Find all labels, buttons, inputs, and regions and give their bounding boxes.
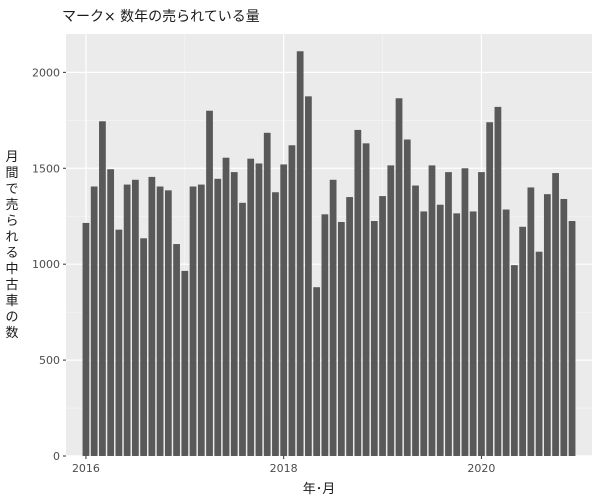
bar [272, 192, 279, 456]
y-tick-label: 500 [39, 354, 60, 367]
bar [502, 209, 510, 456]
bar [387, 165, 395, 457]
bar [511, 265, 518, 456]
bar [140, 238, 147, 456]
bar [395, 98, 403, 456]
bar [131, 179, 139, 457]
bar [173, 244, 180, 456]
chart-title: マーク× 数年の売られている量 [62, 9, 260, 25]
bar [494, 106, 502, 457]
bar [313, 287, 321, 456]
bar [280, 164, 288, 456]
bar [543, 194, 551, 456]
bar [189, 186, 197, 456]
x-axis-label: 年･月 [302, 482, 336, 497]
bar [321, 214, 329, 456]
bar [535, 251, 543, 456]
bar [346, 197, 353, 456]
bar [214, 178, 222, 456]
bar [107, 169, 115, 456]
bar [519, 226, 527, 456]
x-tick-label: 2020 [467, 462, 495, 475]
y-axis-label: 月間で売られる中古車の数 [5, 150, 19, 341]
bar [527, 187, 535, 457]
bar [436, 204, 444, 456]
bar [445, 172, 452, 457]
bars [82, 51, 576, 457]
bar [296, 51, 304, 456]
bar [469, 211, 477, 456]
bar [362, 143, 370, 456]
bar [354, 129, 362, 456]
x-tick-label: 2018 [270, 462, 298, 475]
bar [486, 122, 494, 457]
y-tick-label: 0 [53, 450, 60, 463]
bar [403, 139, 411, 456]
bar [370, 221, 378, 456]
bar [82, 222, 90, 456]
bar [255, 163, 263, 456]
bar [379, 196, 386, 456]
bar [560, 198, 568, 457]
bar [206, 110, 213, 457]
bar [230, 172, 238, 457]
bar [123, 184, 131, 456]
bar [164, 190, 172, 456]
y-tick-label: 1500 [32, 162, 60, 175]
bar [247, 158, 255, 456]
y-tick-label: 2000 [32, 66, 60, 79]
bar [412, 185, 419, 456]
bar [148, 176, 156, 456]
bar [568, 221, 576, 456]
y-tick-label: 1000 [32, 258, 60, 271]
bar [552, 173, 559, 456]
bar [115, 229, 123, 456]
bar [453, 213, 461, 456]
bar [222, 157, 230, 457]
bar [420, 211, 428, 456]
bar [197, 184, 205, 456]
bar [478, 172, 485, 457]
axes: 0 500 1000 1500 2000 2016 2018 2020 [32, 66, 495, 475]
bar [181, 270, 189, 456]
bar [288, 145, 296, 456]
x-tick-label: 2016 [72, 462, 100, 475]
bar [305, 96, 312, 456]
bar [428, 165, 436, 457]
bar [156, 186, 164, 456]
bar [461, 168, 469, 457]
bar [329, 179, 337, 457]
bar [337, 221, 345, 456]
bar [90, 186, 98, 456]
bar [99, 121, 106, 456]
bar [239, 202, 246, 456]
bar [263, 132, 271, 456]
